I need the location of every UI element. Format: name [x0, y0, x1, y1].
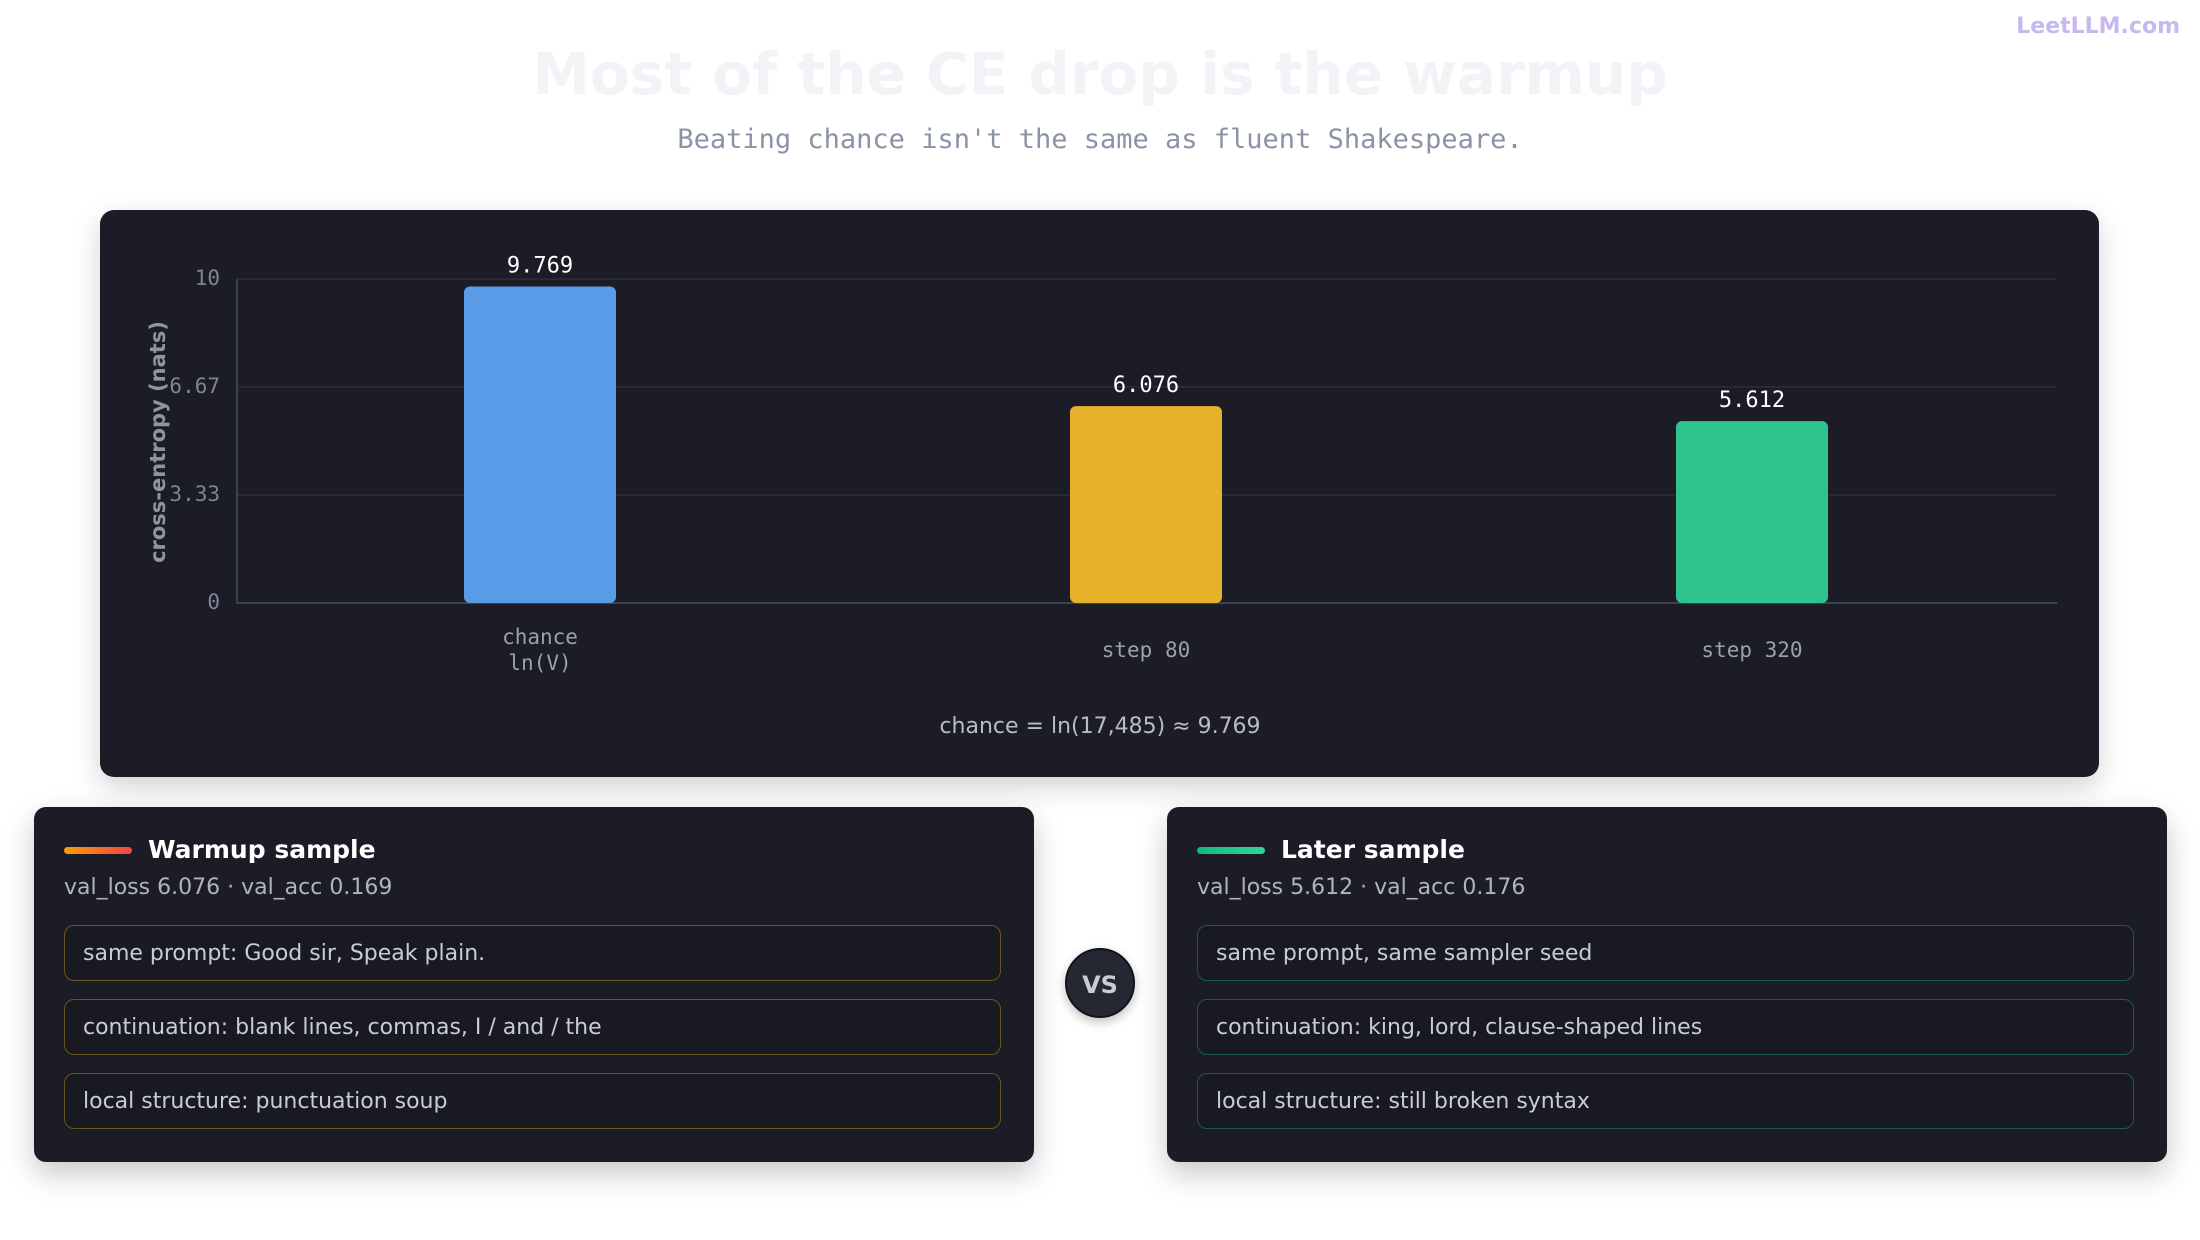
- sample-row: continuation: blank lines, commas, I / a…: [64, 999, 1001, 1055]
- chart-annotation: chance = ln(17,485) ≈ 9.769: [939, 714, 1261, 739]
- card-title: Warmup sample: [148, 835, 376, 864]
- page-title: Most of the CE drop is the warmup: [532, 40, 1668, 108]
- y-tick-label: 0: [207, 590, 220, 614]
- accent-bar: [64, 847, 132, 854]
- accent-bar: [1197, 847, 1265, 854]
- x-tick-label: step 80: [1101, 638, 1191, 662]
- value-label: 5.612: [1719, 388, 1785, 413]
- value-label: 9.769: [507, 253, 573, 278]
- y-tick-label: 3.33: [169, 482, 220, 506]
- card-title: Later sample: [1281, 835, 1465, 864]
- bar: [464, 286, 616, 603]
- chart: 0 3.33 6.67 10 cross-entropy (nats) 9.769 6.07…: [146, 253, 2057, 614]
- bar: [1070, 406, 1222, 603]
- sample-row: continuation: king, lord, clause-shaped …: [1197, 999, 2134, 1055]
- sample-card: Later sample val_loss 5.612 · val_acc 0.1…: [1167, 807, 2167, 1162]
- sample-row: local structure: punctuation soup: [64, 1073, 1001, 1129]
- page-subtitle: Beating chance isn't the same as fluent …: [677, 124, 1523, 155]
- y-axis-label: cross-entropy (nats): [146, 321, 170, 563]
- bar: [1676, 421, 1828, 603]
- y-tick-label: 6.67: [169, 374, 220, 398]
- sample-row: same prompt, same sampler seed: [1197, 925, 2134, 981]
- x-tick-label: chance ln(V): [502, 625, 578, 675]
- value-label: 6.076: [1113, 373, 1179, 398]
- card-subtitle: val_loss 6.076 · val_acc 0.169: [64, 875, 393, 900]
- sample-card: Warmup sample val_loss 6.076 · val_acc 0.…: [34, 807, 1034, 1162]
- card-subtitle: val_loss 5.612 · val_acc 0.176: [1197, 875, 1526, 900]
- x-tick-label: step 320: [1701, 638, 1803, 662]
- sample-row: same prompt: Good sir, Speak plain.: [64, 925, 1001, 981]
- y-tick-label: 10: [195, 266, 220, 290]
- vs-badge: VS: [1065, 948, 1135, 1018]
- logo[interactable]: LeetLLM.com: [2016, 14, 2180, 39]
- sample-row: local structure: still broken syntax: [1197, 1073, 2134, 1129]
